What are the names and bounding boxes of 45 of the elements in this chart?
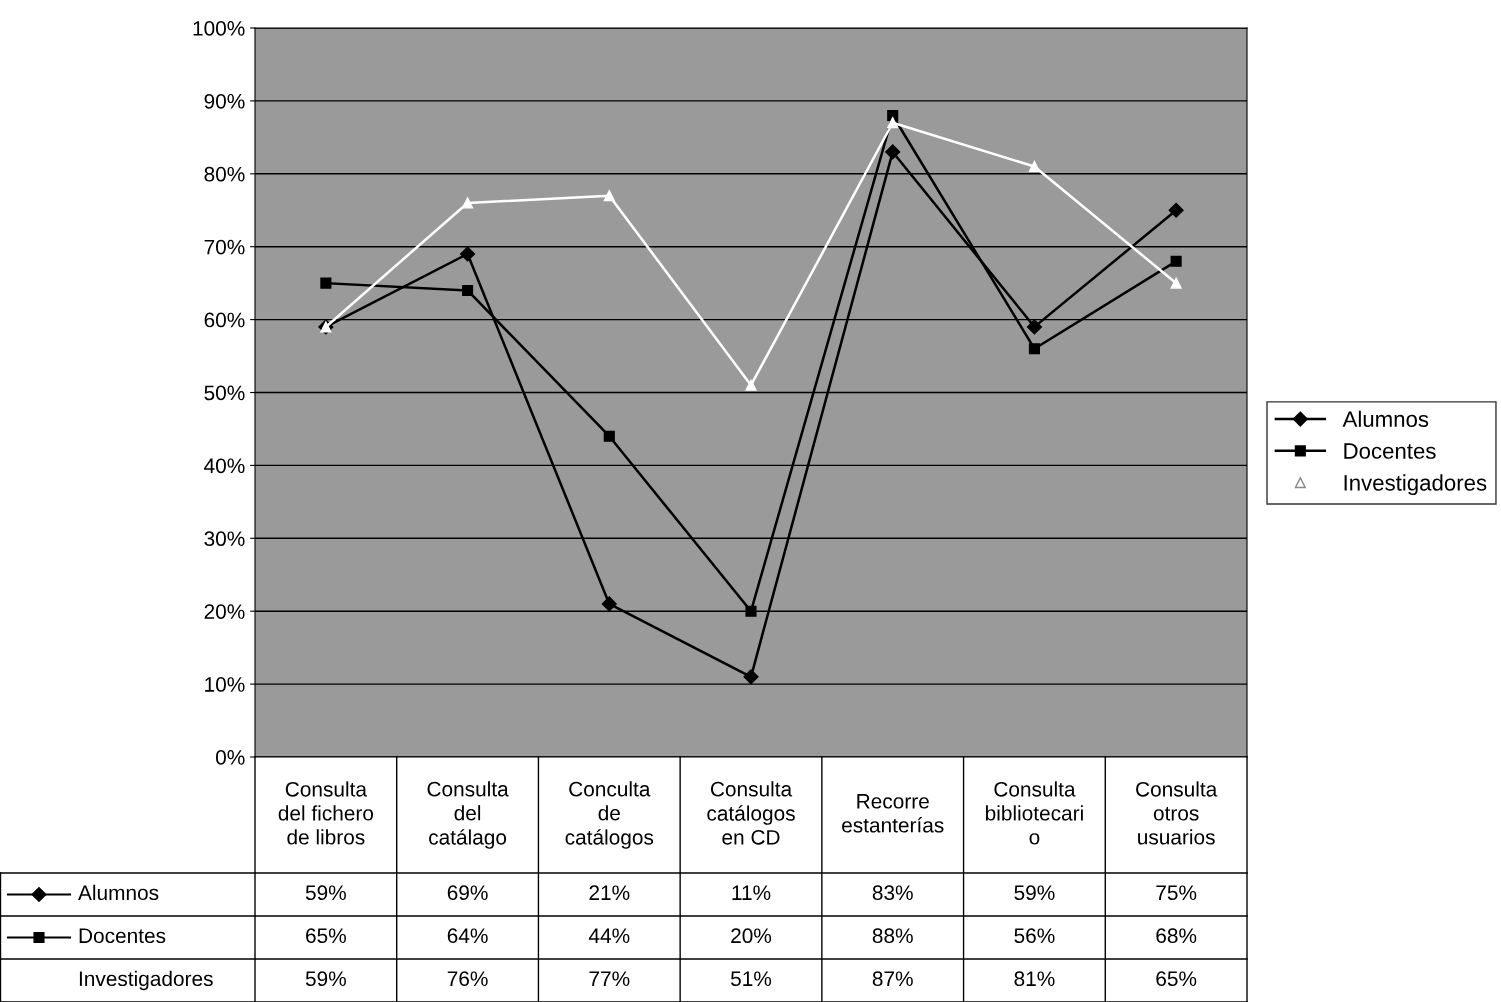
y-tick-label: 70% (204, 239, 245, 255)
data-label: 87% (872, 971, 913, 987)
data-label: 51% (730, 971, 772, 987)
data-label: 64% (447, 928, 488, 944)
data-label: 20% (731, 928, 772, 944)
y-tick-label: 50% (204, 385, 245, 401)
data-label: 11% (732, 885, 771, 901)
data-label: 83% (872, 885, 913, 901)
y-tick-label: 10% (205, 677, 245, 692)
x-tick-label: Consulta bibliotecari o (985, 781, 1083, 845)
x-tick-label: Conculta de catálogos (565, 781, 654, 849)
data-label: 75% (1156, 885, 1197, 901)
legend-label: Alumnos (1342, 410, 1429, 428)
x-tick-label: Consulta otros usuarios (1136, 781, 1218, 845)
text: Docentes (79, 928, 166, 944)
legend-label: Investigadores (1344, 474, 1487, 496)
text: Investigadores (79, 970, 213, 991)
x-tick-label: Consulta del catálago (427, 781, 509, 849)
data-label: 76% (447, 971, 488, 987)
y-tick-label: 20% (204, 604, 245, 619)
data-label: 88% (872, 928, 913, 944)
y-tick-label: 40% (204, 458, 245, 474)
data-label: 59% (1014, 885, 1055, 901)
y-tick-label: 0% (215, 750, 245, 765)
y-tick-label: 80% (204, 166, 245, 182)
data-label: 68% (1156, 928, 1197, 944)
data-label: 21% (589, 885, 630, 901)
data-label: 59% (305, 971, 346, 987)
y-tick-label: 60% (204, 312, 245, 328)
y-tick-label: 100% (193, 21, 245, 36)
data-label: 81% (1014, 971, 1055, 987)
text: Alumnos (78, 884, 159, 901)
data-label: 69% (447, 885, 488, 901)
data-label: 65% (1156, 971, 1197, 987)
data-label: 65% (306, 928, 346, 944)
x-tick-label: Recorre estanterías (842, 794, 944, 833)
data-label: 44% (588, 928, 630, 944)
y-tick-label: 30% (204, 531, 245, 547)
y-tick-label: 90% (204, 93, 245, 109)
data-label: 56% (1014, 928, 1055, 944)
x-tick-label: Consulta del fichero de libros (278, 781, 374, 845)
x-tick-label: Consulta catálogos en CD (707, 781, 795, 845)
data-label: 77% (589, 971, 630, 987)
data-label: 59% (305, 885, 346, 901)
legend-label: Docentes (1344, 443, 1436, 459)
